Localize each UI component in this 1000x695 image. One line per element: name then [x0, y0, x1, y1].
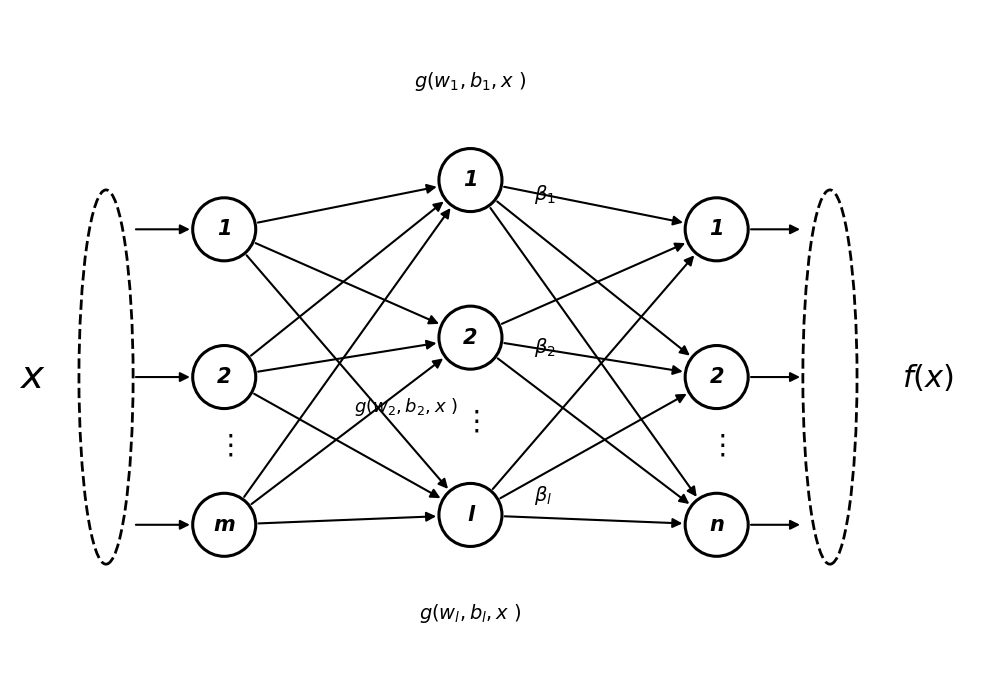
Circle shape	[439, 306, 502, 369]
Text: n: n	[709, 515, 724, 534]
Circle shape	[685, 493, 748, 556]
Circle shape	[439, 149, 502, 211]
Circle shape	[685, 198, 748, 261]
Text: $\beta_2$: $\beta_2$	[534, 336, 556, 359]
Circle shape	[193, 198, 256, 261]
Text: $g(w_l,b_l,x\ )$: $g(w_l,b_l,x\ )$	[419, 602, 522, 625]
Text: $g(w_1,b_1,x\ )$: $g(w_1,b_1,x\ )$	[414, 70, 527, 93]
Text: l: l	[467, 505, 474, 525]
Text: 2: 2	[463, 327, 478, 348]
Text: $\beta_l$: $\beta_l$	[534, 484, 553, 507]
Text: $\vdots$: $\vdots$	[708, 432, 725, 460]
Circle shape	[193, 493, 256, 556]
Circle shape	[685, 345, 748, 409]
Text: $\vdots$: $\vdots$	[216, 432, 233, 460]
Text: 2: 2	[709, 367, 724, 387]
Text: 1: 1	[463, 170, 478, 190]
Text: $x$: $x$	[19, 358, 45, 396]
Circle shape	[193, 345, 256, 409]
Text: $\beta_1$: $\beta_1$	[534, 183, 556, 206]
Text: $g(w_2,b_2,x\ )$: $g(w_2,b_2,x\ )$	[354, 395, 458, 418]
Text: $\vdots$: $\vdots$	[462, 407, 479, 435]
Text: $f(x)$: $f(x)$	[902, 361, 954, 393]
Text: m: m	[213, 515, 235, 534]
Text: 2: 2	[217, 367, 231, 387]
Text: 1: 1	[709, 220, 724, 239]
Circle shape	[439, 484, 502, 546]
Text: 1: 1	[217, 220, 231, 239]
